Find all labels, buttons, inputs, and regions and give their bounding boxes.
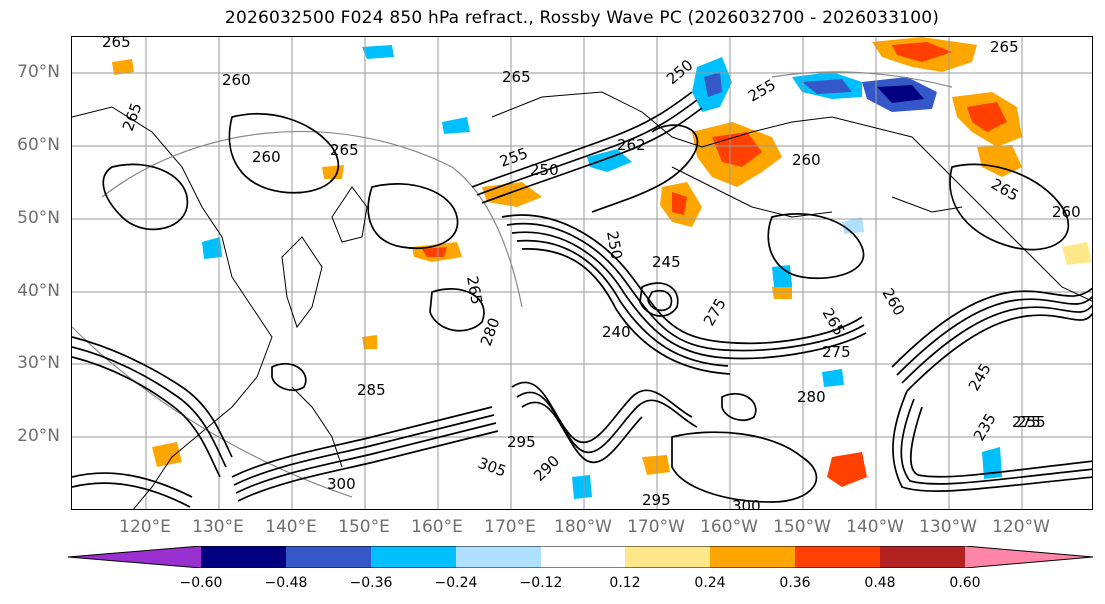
colorbar-segment bbox=[541, 546, 625, 568]
contour-label: 250 bbox=[663, 56, 697, 88]
map-title: 2026032500 F024 850 hPa refract., Rossby… bbox=[224, 8, 940, 28]
contour-label: 295 bbox=[642, 491, 671, 509]
colorbar-tick: 0.12 bbox=[609, 575, 641, 591]
colorbar-tick: 0.48 bbox=[864, 575, 896, 591]
lat-label: 70°N bbox=[17, 62, 60, 82]
contour-label: 265 bbox=[102, 37, 131, 51]
contour-label: 265 bbox=[988, 175, 1022, 205]
contour-label: 265 bbox=[119, 100, 146, 133]
lon-label: 120°W bbox=[992, 517, 1050, 537]
contour-label: 260 bbox=[222, 71, 251, 89]
lon-label: 130°W bbox=[919, 517, 977, 537]
lat-label: 30°N bbox=[17, 353, 60, 373]
contour-label: 285 bbox=[357, 381, 386, 399]
contour-label: 255 bbox=[745, 76, 779, 106]
lon-label: 130°E bbox=[192, 517, 244, 537]
contour-label: 295 bbox=[507, 433, 536, 451]
lon-label: 160°E bbox=[411, 517, 463, 537]
negative-anomaly-shading bbox=[202, 45, 1002, 499]
contour-label: 262 bbox=[617, 136, 646, 154]
contour-label: 265 bbox=[990, 38, 1019, 56]
colorbar bbox=[68, 546, 1094, 568]
projection-arcs bbox=[72, 71, 953, 498]
colorbar-segment bbox=[795, 546, 880, 568]
coastlines bbox=[72, 91, 1092, 509]
contour-label: 305 bbox=[476, 454, 509, 481]
contour-label: 250 bbox=[603, 230, 626, 261]
lon-label: 140°E bbox=[265, 517, 317, 537]
contour-label: 300 bbox=[327, 475, 356, 493]
colorbar-segment bbox=[68, 546, 201, 568]
colorbar-tick: −0.48 bbox=[264, 575, 308, 591]
map-canvas: 265 260 265 260 265 265 250 255 250 255 … bbox=[72, 37, 1092, 510]
lon-label: 170°E bbox=[484, 517, 536, 537]
lon-label: 120°E bbox=[119, 517, 171, 537]
map-panel: 265 260 265 260 265 265 250 255 250 255 … bbox=[71, 36, 1093, 510]
lon-label: 170°W bbox=[627, 517, 685, 537]
colorbar-segment bbox=[710, 546, 795, 568]
contour-label: 290 bbox=[530, 452, 563, 485]
contour-label: 260 bbox=[879, 285, 909, 319]
contour-label: 240 bbox=[602, 323, 631, 341]
colorbar-tick: 0.60 bbox=[949, 575, 981, 591]
lat-label: 40°N bbox=[17, 281, 60, 301]
lon-label: 160°W bbox=[700, 517, 758, 537]
colorbar-tick: −0.12 bbox=[519, 575, 563, 591]
lon-label: 180°W bbox=[554, 517, 612, 537]
colorbar-segment bbox=[286, 546, 371, 568]
contour-label: 265 bbox=[463, 275, 486, 306]
contour-label: 260 bbox=[252, 148, 281, 166]
contour-label: 250 bbox=[530, 161, 559, 179]
colorbar-segment bbox=[201, 546, 286, 568]
colorbar-tick: 0.24 bbox=[694, 575, 726, 591]
contour-label: 235 bbox=[970, 410, 1000, 444]
colorbar-segment bbox=[456, 546, 541, 568]
graticule bbox=[72, 37, 1092, 509]
contour-label: 265 bbox=[330, 141, 359, 159]
contour-label: 260 bbox=[792, 151, 821, 169]
colorbar-segment bbox=[371, 546, 456, 568]
contour-label: 300 bbox=[732, 497, 761, 510]
colorbar-tick: −0.24 bbox=[434, 575, 478, 591]
refractivity-contours bbox=[72, 91, 1092, 508]
contour-label: 255 bbox=[497, 144, 530, 171]
lat-label: 60°N bbox=[17, 135, 60, 155]
contour-label: 280 bbox=[477, 315, 504, 348]
positive-anomaly-shading bbox=[112, 37, 1092, 487]
colorbar-tick: −0.60 bbox=[179, 575, 223, 591]
contour-label: 275 bbox=[1012, 413, 1041, 431]
colorbar-segment bbox=[880, 546, 965, 568]
colorbar-tick: −0.36 bbox=[349, 575, 393, 591]
lon-label: 150°W bbox=[773, 517, 831, 537]
lat-label: 20°N bbox=[17, 426, 60, 446]
colorbar-tick: 0.36 bbox=[779, 575, 811, 591]
contour-label: 260 bbox=[1052, 203, 1081, 221]
contour-label: 275 bbox=[700, 295, 730, 329]
lon-label: 150°E bbox=[338, 517, 390, 537]
colorbar-segment bbox=[965, 546, 1093, 568]
lon-label: 140°W bbox=[846, 517, 904, 537]
lat-label: 50°N bbox=[17, 208, 60, 228]
contour-label: 245 bbox=[652, 253, 681, 271]
contour-label: 275 bbox=[822, 343, 851, 361]
contour-label: 245 bbox=[965, 360, 995, 394]
contour-label: 265 bbox=[502, 68, 531, 86]
colorbar-segment bbox=[625, 546, 710, 568]
contour-label: 280 bbox=[797, 388, 826, 406]
contour-label: 255 bbox=[1017, 413, 1046, 431]
